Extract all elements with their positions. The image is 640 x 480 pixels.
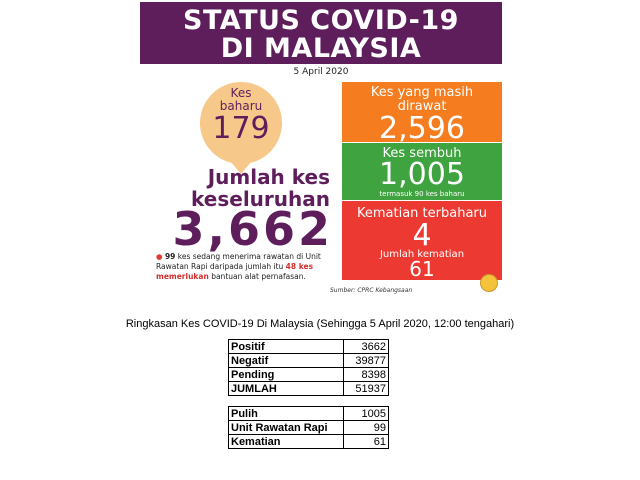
down-arrow-icon: [231, 162, 251, 174]
deaths-total-value: 61: [409, 257, 435, 281]
covid-infographic: STATUS COVID-19 DI MALAYSIA 5 April 2020…: [140, 2, 502, 300]
deaths-label: Kematian terbaharu: [357, 206, 487, 221]
total-cases-value: 3,662: [172, 202, 333, 256]
row-label: Negatif: [228, 353, 344, 368]
outcomes-table: Pulih 1005 Unit Rawatan Rapi 99 Kematian 61: [228, 406, 389, 449]
test-results-table: Positif 3662 Negatif 39877 Pending 8398 JUMLAH…: [228, 339, 389, 396]
active-label-1: Kes yang masih: [370, 85, 474, 100]
row-value: 51937: [343, 381, 389, 396]
title-line-1: STATUS COVID-19: [183, 5, 459, 36]
ventilator-count: 48 kes memerlukan: [156, 262, 314, 281]
row-value: 3662: [343, 339, 389, 354]
down-arrow-stem: [237, 150, 245, 164]
recovered-panel: Kes sembuh 1,005 termasuk 90 kes baharu: [342, 143, 502, 200]
deaths-total-label: Jumlah kematian: [379, 249, 465, 260]
header-banner: STATUS COVID-19 DI MALAYSIA: [140, 2, 502, 64]
bullet-icon: ●: [156, 252, 163, 261]
recovered-label: Kes sembuh: [382, 146, 462, 161]
icu-text-1: kes sedang menerima rawatan di Unit Rawa…: [156, 252, 321, 271]
title-line-2: DI MALAYSIA: [220, 33, 422, 64]
icu-count: 99: [164, 252, 176, 261]
row-value: 99: [343, 420, 389, 435]
table-row: Positif 3662: [228, 339, 389, 354]
source-text: Sumber: CPRC Kebangsaan: [330, 287, 413, 294]
table-row: Negatif 39877: [228, 353, 389, 368]
table-row: Pending 8398: [228, 367, 389, 382]
table-row: Kematian 61: [228, 434, 389, 449]
crest-icon: [480, 274, 498, 292]
active-cases-panel: Kes yang masih dirawat 2,596: [342, 82, 502, 146]
icu-note: ● 99 kes sedang menerima rawatan di Unit…: [156, 252, 331, 282]
active-value: 2,596: [379, 111, 465, 146]
row-label: Pending: [228, 367, 344, 382]
row-value: 8398: [343, 367, 389, 382]
icu-text-2: bantuan alat pernafasan.: [211, 272, 306, 281]
deaths-panel: Kematian terbaharu 4 Jumlah kematian 61: [342, 201, 502, 280]
row-value: 1005: [343, 406, 389, 421]
recovered-sub: termasuk 90 kes baharu: [379, 190, 465, 198]
total-cases-label-1: Jumlah kes: [207, 165, 330, 189]
table-row: Unit Rawatan Rapi 99: [228, 420, 389, 435]
summary-title: Ringkasan Kes COVID-19 Di Malaysia (Sehi…: [125, 318, 515, 330]
new-cases-label-1: Kes: [230, 86, 252, 100]
row-label: Kematian: [228, 434, 344, 449]
total-cases-label-2: keseluruhan: [191, 187, 330, 211]
row-label: Positif: [228, 339, 344, 354]
row-value: 61: [343, 434, 389, 449]
row-label: Unit Rawatan Rapi: [228, 420, 344, 435]
recovered-value: 1,005: [379, 157, 465, 192]
report-date: 5 April 2020: [293, 67, 349, 77]
deaths-value: 4: [412, 218, 432, 253]
row-label: Pulih: [228, 406, 344, 421]
row-value: 39877: [343, 353, 389, 368]
new-cases-value: 179: [212, 111, 270, 146]
table-row: JUMLAH 51937: [228, 381, 389, 396]
table-row: Pulih 1005: [228, 406, 389, 421]
row-label: JUMLAH: [228, 381, 344, 396]
new-cases-label-2: baharu: [219, 99, 263, 113]
active-label-2: dirawat: [397, 99, 447, 114]
